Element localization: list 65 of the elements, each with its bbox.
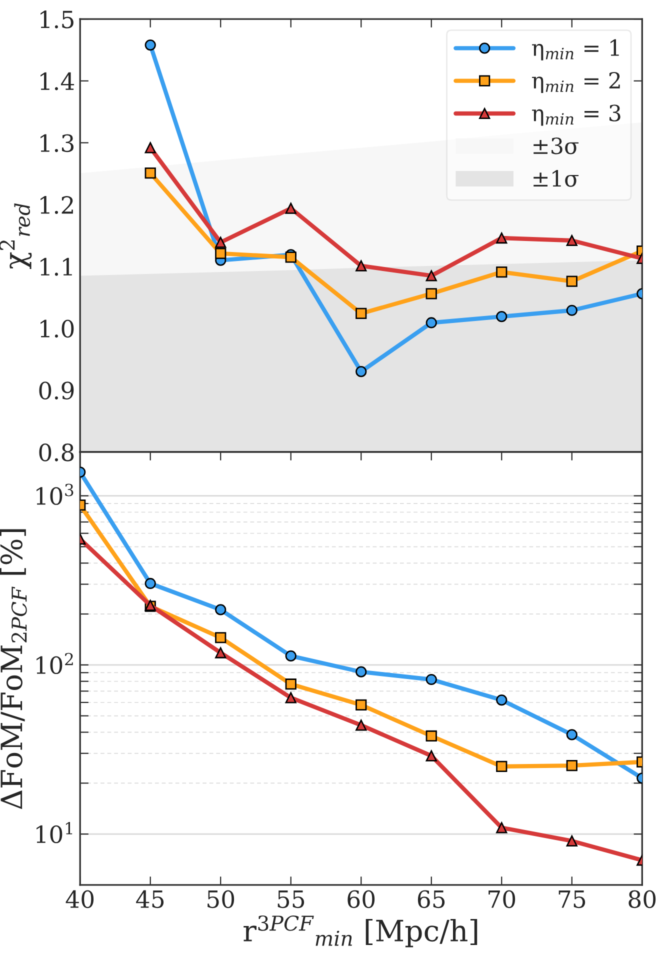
point — [426, 730, 437, 742]
legend-label: η$_{min}$ = 1 — [532, 39, 619, 60]
y-tick-label: 1.5 — [40, 10, 74, 28]
x-tick-label: 75 — [558, 890, 586, 908]
point — [285, 692, 296, 704]
point — [496, 266, 508, 278]
point — [566, 234, 578, 246]
x-tick-label: 50 — [208, 890, 234, 908]
x-tick-label: 45 — [136, 890, 164, 908]
point — [144, 168, 156, 179]
legend-label: ±3σ — [534, 137, 579, 154]
y-tick-label: 1.3 — [40, 134, 74, 152]
point — [215, 236, 226, 248]
point — [426, 288, 437, 300]
point — [496, 232, 508, 244]
y-tick-label: 10$^{3}$ — [36, 484, 74, 505]
point — [215, 632, 226, 644]
point — [144, 142, 156, 154]
x-axis-title: r$^{3PCF}$$_{min}$ [Mpc/h] — [244, 915, 478, 948]
legend-label: η$_{min}$ = 2 — [532, 72, 620, 94]
point — [215, 248, 226, 260]
y-axis-title: ΔFoM/FoM$_{2PCF}$ [%] — [0, 529, 27, 810]
x-tick-label: 65 — [418, 890, 445, 908]
point — [356, 666, 367, 678]
point — [496, 311, 508, 322]
point — [285, 678, 296, 690]
y-tick-label: 1.0 — [40, 320, 74, 338]
y-tick-label: 0.9 — [39, 382, 74, 400]
point — [144, 39, 156, 51]
point — [566, 760, 578, 772]
point — [356, 366, 367, 378]
point — [215, 647, 226, 658]
x-tick-label: 70 — [488, 890, 516, 908]
point — [496, 760, 508, 772]
legend-label: η$_{min}$ = 3 — [532, 104, 620, 126]
point — [144, 578, 156, 590]
point — [215, 604, 226, 616]
point — [356, 308, 367, 320]
point — [356, 699, 367, 710]
y-tick-label: 10$^{1}$ — [36, 822, 72, 844]
point — [566, 276, 578, 287]
point — [285, 252, 296, 263]
x-tick-label: 40 — [66, 890, 94, 908]
point — [566, 835, 578, 847]
y-tick-label: 10$^{2}$ — [36, 652, 73, 674]
point — [426, 270, 437, 282]
x-tick-label: 60 — [348, 890, 375, 908]
y-tick-label: 1.1 — [40, 258, 72, 276]
point — [566, 729, 578, 740]
x-tick-label: 80 — [628, 890, 656, 908]
y-tick-label: 1.2 — [40, 196, 73, 214]
point — [496, 822, 508, 834]
point — [356, 720, 367, 731]
point — [285, 650, 296, 662]
point — [496, 694, 508, 706]
y-tick-label: 0.8 — [39, 443, 74, 462]
legend-label: ±1σ — [534, 170, 579, 187]
point — [356, 260, 367, 272]
point — [566, 304, 578, 316]
y-tick-label: 1.4 — [40, 72, 74, 90]
point — [285, 202, 296, 214]
point — [426, 674, 437, 686]
point — [426, 317, 437, 328]
point — [426, 750, 437, 762]
x-tick-label: 55 — [278, 890, 304, 908]
